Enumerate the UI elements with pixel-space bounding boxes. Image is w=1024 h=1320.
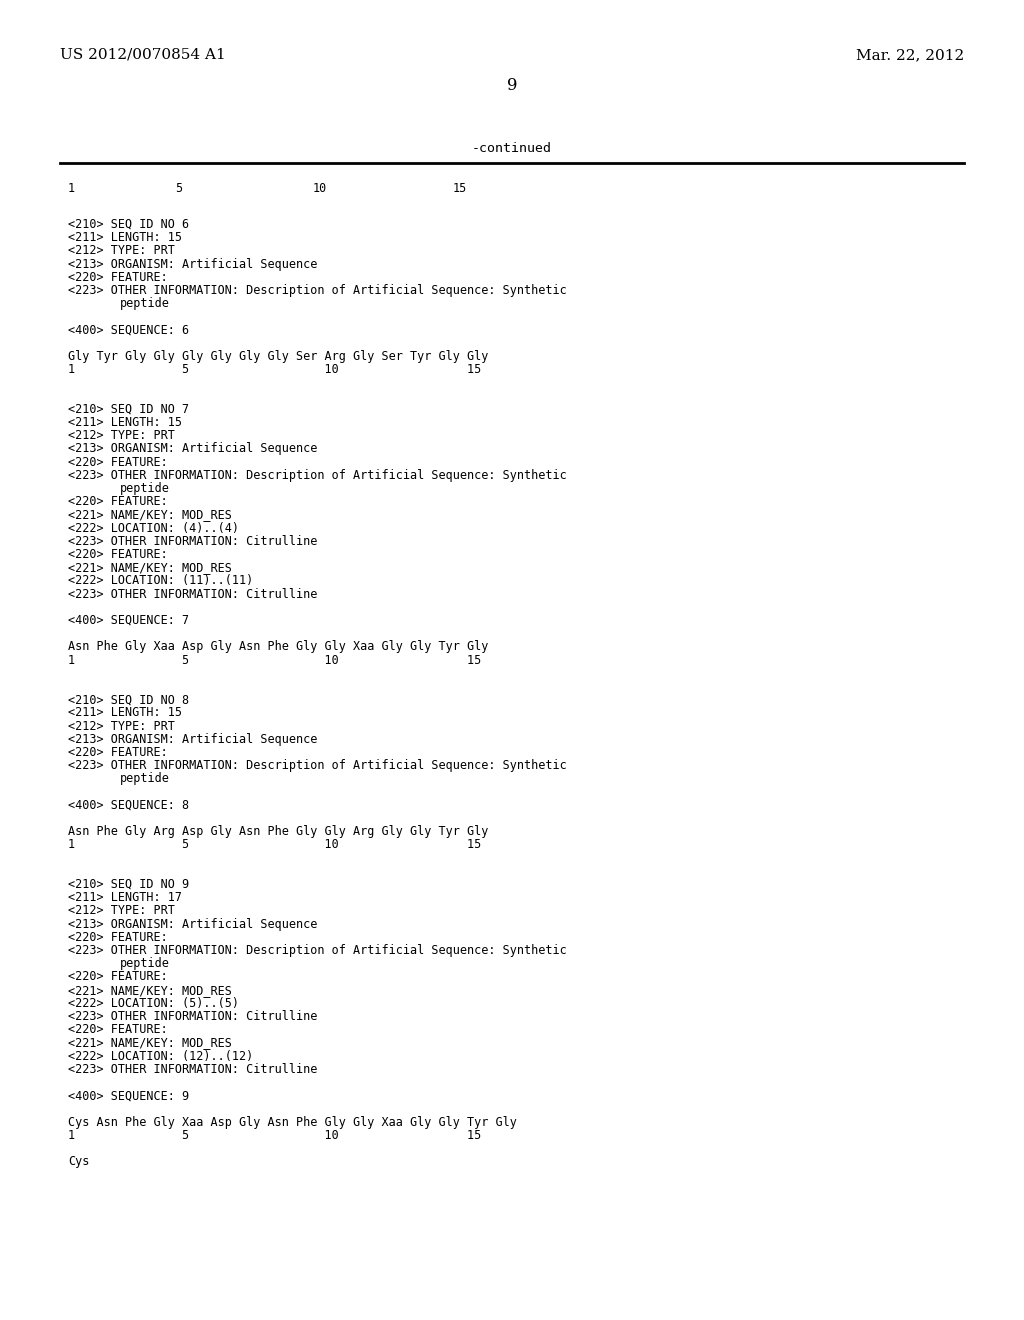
Text: <212> TYPE: PRT: <212> TYPE: PRT <box>68 904 175 917</box>
Text: <220> FEATURE:: <220> FEATURE: <box>68 271 168 284</box>
Text: 1               5                   10                  15: 1 5 10 15 <box>68 1129 481 1142</box>
Text: <212> TYPE: PRT: <212> TYPE: PRT <box>68 244 175 257</box>
Text: <400> SEQUENCE: 7: <400> SEQUENCE: 7 <box>68 614 189 627</box>
Text: <213> ORGANISM: Artificial Sequence: <213> ORGANISM: Artificial Sequence <box>68 733 317 746</box>
Text: <212> TYPE: PRT: <212> TYPE: PRT <box>68 429 175 442</box>
Text: 1: 1 <box>68 182 75 195</box>
Text: 9: 9 <box>507 77 517 94</box>
Text: <210> SEQ ID NO 6: <210> SEQ ID NO 6 <box>68 218 189 231</box>
Text: Asn Phe Gly Arg Asp Gly Asn Phe Gly Gly Arg Gly Gly Tyr Gly: Asn Phe Gly Arg Asp Gly Asn Phe Gly Gly … <box>68 825 488 838</box>
Text: <210> SEQ ID NO 9: <210> SEQ ID NO 9 <box>68 878 189 891</box>
Text: <221> NAME/KEY: MOD_RES: <221> NAME/KEY: MOD_RES <box>68 508 231 521</box>
Text: <213> ORGANISM: Artificial Sequence: <213> ORGANISM: Artificial Sequence <box>68 257 317 271</box>
Text: <211> LENGTH: 15: <211> LENGTH: 15 <box>68 706 182 719</box>
Text: <222> LOCATION: (11)..(11): <222> LOCATION: (11)..(11) <box>68 574 253 587</box>
Text: <400> SEQUENCE: 8: <400> SEQUENCE: 8 <box>68 799 189 812</box>
Text: <213> ORGANISM: Artificial Sequence: <213> ORGANISM: Artificial Sequence <box>68 917 317 931</box>
Text: <211> LENGTH: 17: <211> LENGTH: 17 <box>68 891 182 904</box>
Text: <400> SEQUENCE: 6: <400> SEQUENCE: 6 <box>68 323 189 337</box>
Text: 1               5                   10                  15: 1 5 10 15 <box>68 838 481 851</box>
Text: <223> OTHER INFORMATION: Description of Artificial Sequence: Synthetic: <223> OTHER INFORMATION: Description of … <box>68 944 566 957</box>
Text: <222> LOCATION: (4)..(4): <222> LOCATION: (4)..(4) <box>68 521 239 535</box>
Text: peptide: peptide <box>120 297 170 310</box>
Text: <211> LENGTH: 15: <211> LENGTH: 15 <box>68 231 182 244</box>
Text: <213> ORGANISM: Artificial Sequence: <213> ORGANISM: Artificial Sequence <box>68 442 317 455</box>
Text: peptide: peptide <box>120 482 170 495</box>
Text: <223> OTHER INFORMATION: Citrulline: <223> OTHER INFORMATION: Citrulline <box>68 1010 317 1023</box>
Text: <220> FEATURE:: <220> FEATURE: <box>68 970 168 983</box>
Text: <222> LOCATION: (5)..(5): <222> LOCATION: (5)..(5) <box>68 997 239 1010</box>
Text: Gly Tyr Gly Gly Gly Gly Gly Gly Ser Arg Gly Ser Tyr Gly Gly: Gly Tyr Gly Gly Gly Gly Gly Gly Ser Arg … <box>68 350 488 363</box>
Text: 15: 15 <box>453 182 467 195</box>
Text: <220> FEATURE:: <220> FEATURE: <box>68 1023 168 1036</box>
Text: <223> OTHER INFORMATION: Description of Artificial Sequence: Synthetic: <223> OTHER INFORMATION: Description of … <box>68 759 566 772</box>
Text: Mar. 22, 2012: Mar. 22, 2012 <box>856 48 964 62</box>
Text: <211> LENGTH: 15: <211> LENGTH: 15 <box>68 416 182 429</box>
Text: <400> SEQUENCE: 9: <400> SEQUENCE: 9 <box>68 1089 189 1102</box>
Text: <223> OTHER INFORMATION: Citrulline: <223> OTHER INFORMATION: Citrulline <box>68 535 317 548</box>
Text: <221> NAME/KEY: MOD_RES: <221> NAME/KEY: MOD_RES <box>68 561 231 574</box>
Text: <220> FEATURE:: <220> FEATURE: <box>68 455 168 469</box>
Text: <220> FEATURE:: <220> FEATURE: <box>68 931 168 944</box>
Text: <221> NAME/KEY: MOD_RES: <221> NAME/KEY: MOD_RES <box>68 1036 231 1049</box>
Text: <220> FEATURE:: <220> FEATURE: <box>68 746 168 759</box>
Text: US 2012/0070854 A1: US 2012/0070854 A1 <box>60 48 225 62</box>
Text: <223> OTHER INFORMATION: Citrulline: <223> OTHER INFORMATION: Citrulline <box>68 587 317 601</box>
Text: 5: 5 <box>175 182 182 195</box>
Text: <220> FEATURE:: <220> FEATURE: <box>68 495 168 508</box>
Text: Cys: Cys <box>68 1155 89 1168</box>
Text: 10: 10 <box>313 182 328 195</box>
Text: <223> OTHER INFORMATION: Description of Artificial Sequence: Synthetic: <223> OTHER INFORMATION: Description of … <box>68 469 566 482</box>
Text: Cys Asn Phe Gly Xaa Asp Gly Asn Phe Gly Gly Xaa Gly Gly Tyr Gly: Cys Asn Phe Gly Xaa Asp Gly Asn Phe Gly … <box>68 1115 517 1129</box>
Text: -continued: -continued <box>472 141 552 154</box>
Text: 1               5                   10                  15: 1 5 10 15 <box>68 363 481 376</box>
Text: <210> SEQ ID NO 7: <210> SEQ ID NO 7 <box>68 403 189 416</box>
Text: <223> OTHER INFORMATION: Citrulline: <223> OTHER INFORMATION: Citrulline <box>68 1063 317 1076</box>
Text: Asn Phe Gly Xaa Asp Gly Asn Phe Gly Gly Xaa Gly Gly Tyr Gly: Asn Phe Gly Xaa Asp Gly Asn Phe Gly Gly … <box>68 640 488 653</box>
Text: peptide: peptide <box>120 772 170 785</box>
Text: <222> LOCATION: (12)..(12): <222> LOCATION: (12)..(12) <box>68 1049 253 1063</box>
Text: <210> SEQ ID NO 8: <210> SEQ ID NO 8 <box>68 693 189 706</box>
Text: <223> OTHER INFORMATION: Description of Artificial Sequence: Synthetic: <223> OTHER INFORMATION: Description of … <box>68 284 566 297</box>
Text: <212> TYPE: PRT: <212> TYPE: PRT <box>68 719 175 733</box>
Text: <221> NAME/KEY: MOD_RES: <221> NAME/KEY: MOD_RES <box>68 983 231 997</box>
Text: <220> FEATURE:: <220> FEATURE: <box>68 548 168 561</box>
Text: 1               5                   10                  15: 1 5 10 15 <box>68 653 481 667</box>
Text: peptide: peptide <box>120 957 170 970</box>
